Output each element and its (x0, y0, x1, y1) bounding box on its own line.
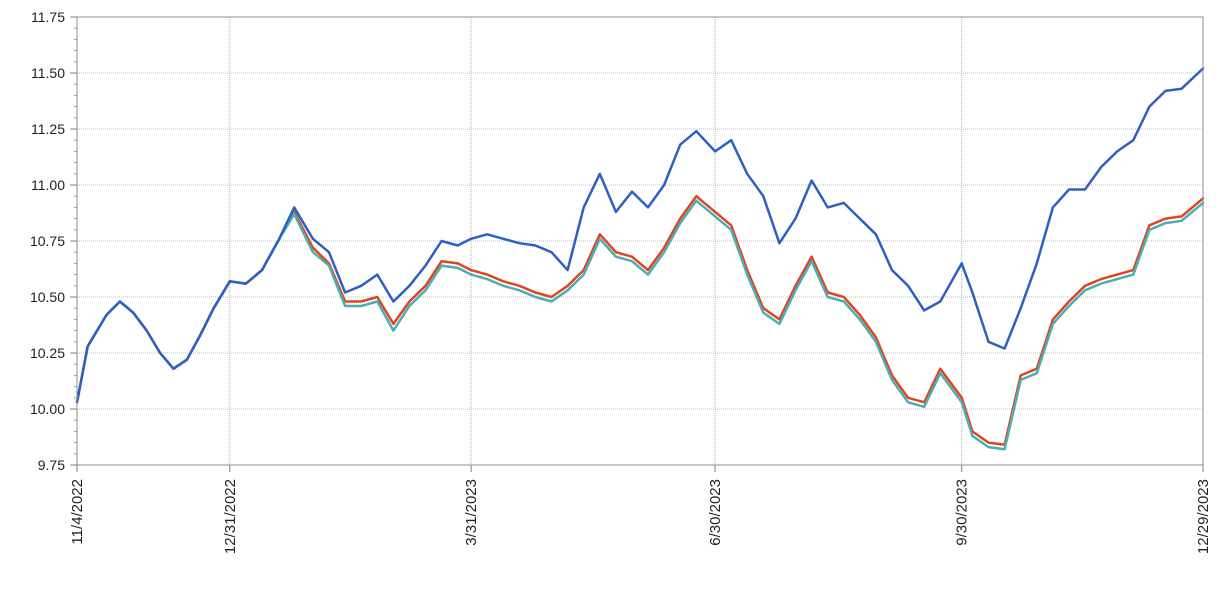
y-tick-label: 11.25 (31, 121, 65, 137)
grid (77, 17, 1203, 465)
x-tick-label: 11/4/2022 (69, 479, 86, 545)
series-line-2 (75, 194, 1205, 447)
y-tick-label: 11.50 (31, 65, 65, 81)
y-tick-label: 10.75 (30, 233, 65, 249)
x-tick-label: 6/30/2023 (707, 479, 724, 546)
series-lines (75, 67, 1205, 451)
series-line-1 (75, 67, 1205, 404)
y-tick-label: 11.00 (31, 177, 65, 193)
y-axis-ticks: 9.75 10.00 10.25 10.50 10.75 11.00 11.25 11.50 1… (30, 9, 77, 473)
y-tick-label: 10.50 (30, 289, 65, 305)
x-tick-label: 12/29/2023 (1195, 479, 1212, 554)
y-tick-label: 11.75 (31, 9, 65, 25)
y-tick-label: 10.25 (30, 345, 65, 361)
x-tick-label: 12/31/2022 (222, 479, 239, 554)
series-line-3 (75, 199, 1205, 451)
y-tick-label: 9.75 (38, 457, 65, 473)
x-tick-label: 3/31/2023 (463, 479, 480, 546)
y-tick-label: 10.00 (30, 401, 65, 417)
x-axis-ticks: 11/4/2022 12/31/2022 3/31/2023 6/30/2023 9/3… (69, 465, 1212, 554)
x-tick-label: 9/30/2023 (954, 479, 971, 546)
